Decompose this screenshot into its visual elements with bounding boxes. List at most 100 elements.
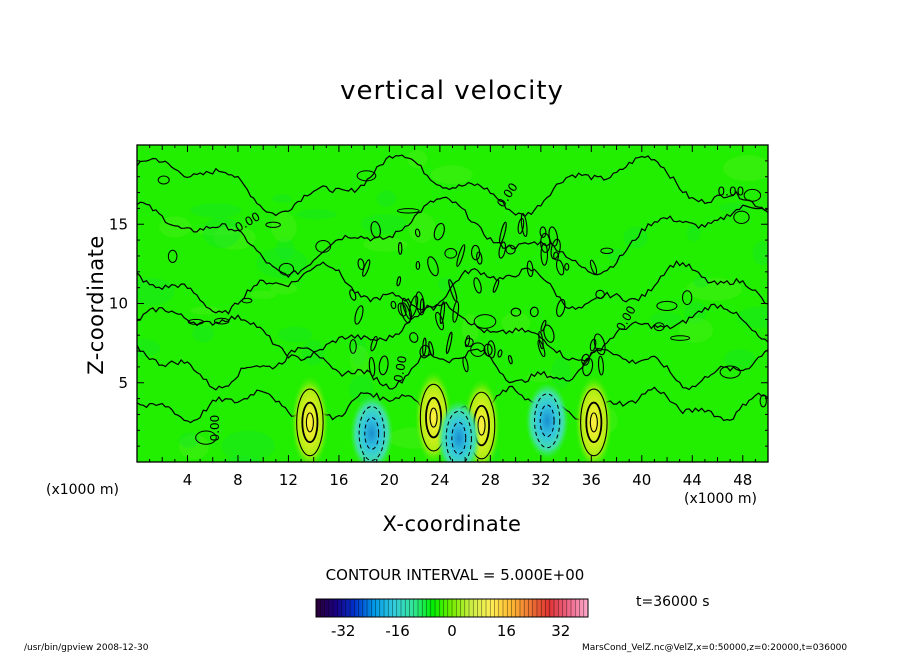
contour-interval-label: CONTOUR INTERVAL = 5.000E+00 (325, 566, 585, 584)
turbulent-contour (555, 259, 565, 276)
texture-patch (213, 225, 256, 250)
y-tick-label: 10 (109, 295, 128, 313)
y-axis-label: Z-coordinate (84, 235, 108, 375)
turbulent-contour (517, 217, 525, 235)
turbulent-contour (540, 319, 547, 332)
texture-patch (363, 237, 408, 252)
colorbar-tick-label: -16 (385, 622, 410, 640)
downdraft-contour (451, 421, 467, 455)
x-tick-label: 48 (733, 471, 752, 489)
texture-patch (723, 155, 768, 182)
contour-value-label: 0.00 (208, 415, 222, 442)
updraft-contour (301, 401, 319, 444)
minor-contour (600, 247, 614, 255)
texture-patch (686, 224, 701, 242)
texture-patch (270, 282, 298, 295)
texture-patch (551, 357, 571, 389)
turbulent-contour (427, 256, 439, 277)
turbulent-contour (462, 356, 469, 373)
texture-patch (178, 434, 209, 460)
x-tick-label: 36 (582, 471, 601, 489)
turbulent-contour (414, 228, 421, 238)
updraft-cell (574, 374, 613, 462)
downdraft-contour (364, 417, 380, 450)
turbulent-contour (419, 298, 425, 314)
turbulent-contour (378, 355, 389, 376)
texture-patch (501, 312, 531, 334)
turbulent-contour (354, 305, 364, 325)
chart-title: vertical velocity (340, 76, 564, 106)
updraft-contour (580, 388, 608, 457)
texture-patch (275, 238, 295, 260)
minor-contour (656, 300, 678, 311)
turbulent-contour (471, 244, 481, 261)
turbulent-contour (396, 276, 402, 287)
contour-line-zero (137, 345, 768, 391)
texture-patch (159, 216, 192, 238)
minor-contour (396, 208, 420, 214)
minor-contour (473, 314, 497, 329)
x-tick-label: 32 (531, 471, 550, 489)
texture-patch (430, 165, 473, 185)
x-tick-label: 44 (683, 471, 702, 489)
updraft-cell (290, 374, 329, 462)
x-tick-label: 40 (632, 471, 651, 489)
downdraft-cell (437, 400, 481, 462)
turbulent-contour (397, 241, 403, 255)
contour-value-label: 0.00 (391, 355, 409, 384)
updraft-contour (589, 412, 598, 433)
turbulent-contour (473, 277, 482, 294)
colorbar-tick-label: -32 (331, 622, 356, 640)
turbulent-contour (439, 301, 446, 325)
turbulent-contour (510, 307, 522, 317)
turbulent-contour (526, 260, 534, 278)
minor-contour (759, 394, 767, 408)
turbulent-contour (492, 279, 500, 293)
turbulent-contour (357, 258, 365, 271)
turbulent-contour (476, 251, 483, 265)
turbulent-contour (456, 244, 466, 267)
turbulent-contour (589, 259, 598, 275)
minor-contour (167, 249, 178, 263)
turbulent-contour (370, 335, 378, 352)
turbulent-contour (349, 289, 357, 301)
downdraft-contour (534, 393, 561, 449)
updraft-contour (305, 412, 314, 433)
updraft-contour (296, 388, 324, 457)
texture-patch (277, 326, 313, 343)
minor-contour (719, 365, 741, 379)
turbulent-contour (390, 300, 397, 310)
downdraft-contour (539, 404, 555, 438)
texture-patch (407, 150, 428, 169)
texture-patch (360, 214, 408, 235)
texture-patch (272, 194, 292, 204)
turbulent-contour (464, 337, 474, 347)
minor-contour (653, 322, 665, 332)
turbulent-contour (499, 221, 507, 244)
turbulent-contour (400, 302, 412, 324)
x-unit-label-right: (x1000 m) (684, 491, 757, 507)
minor-contour (733, 210, 750, 224)
contour-value-label: 0.00 (718, 185, 745, 199)
x-tick-label: 28 (481, 471, 500, 489)
texture-patch (606, 248, 625, 262)
x-tick-label: 16 (329, 471, 348, 489)
x-unit-label-left: (x1000 m) (46, 482, 119, 498)
texture-patch (202, 216, 241, 249)
plot-area: 0.000.00 0.000.000.000.00 (137, 145, 768, 462)
texture-patch (348, 375, 374, 403)
texture-patch (190, 306, 221, 315)
minor-contour (444, 247, 458, 259)
turbulent-contour (543, 324, 555, 343)
turbulent-contour (540, 242, 549, 266)
texture-patch (137, 277, 175, 306)
footer-dataset-info: MarsCond_VelZ.nc@VelZ,x=0:50000,z=0:2000… (582, 643, 848, 653)
turbulent-contour (483, 343, 493, 357)
minor-contour (315, 240, 332, 253)
updraft-contour (585, 401, 603, 444)
contour-line-zero (137, 154, 768, 218)
texture-patch (192, 324, 215, 343)
x-tick-label: 8 (233, 471, 243, 489)
texture-patch (686, 277, 743, 301)
turbulent-contour (553, 251, 560, 261)
